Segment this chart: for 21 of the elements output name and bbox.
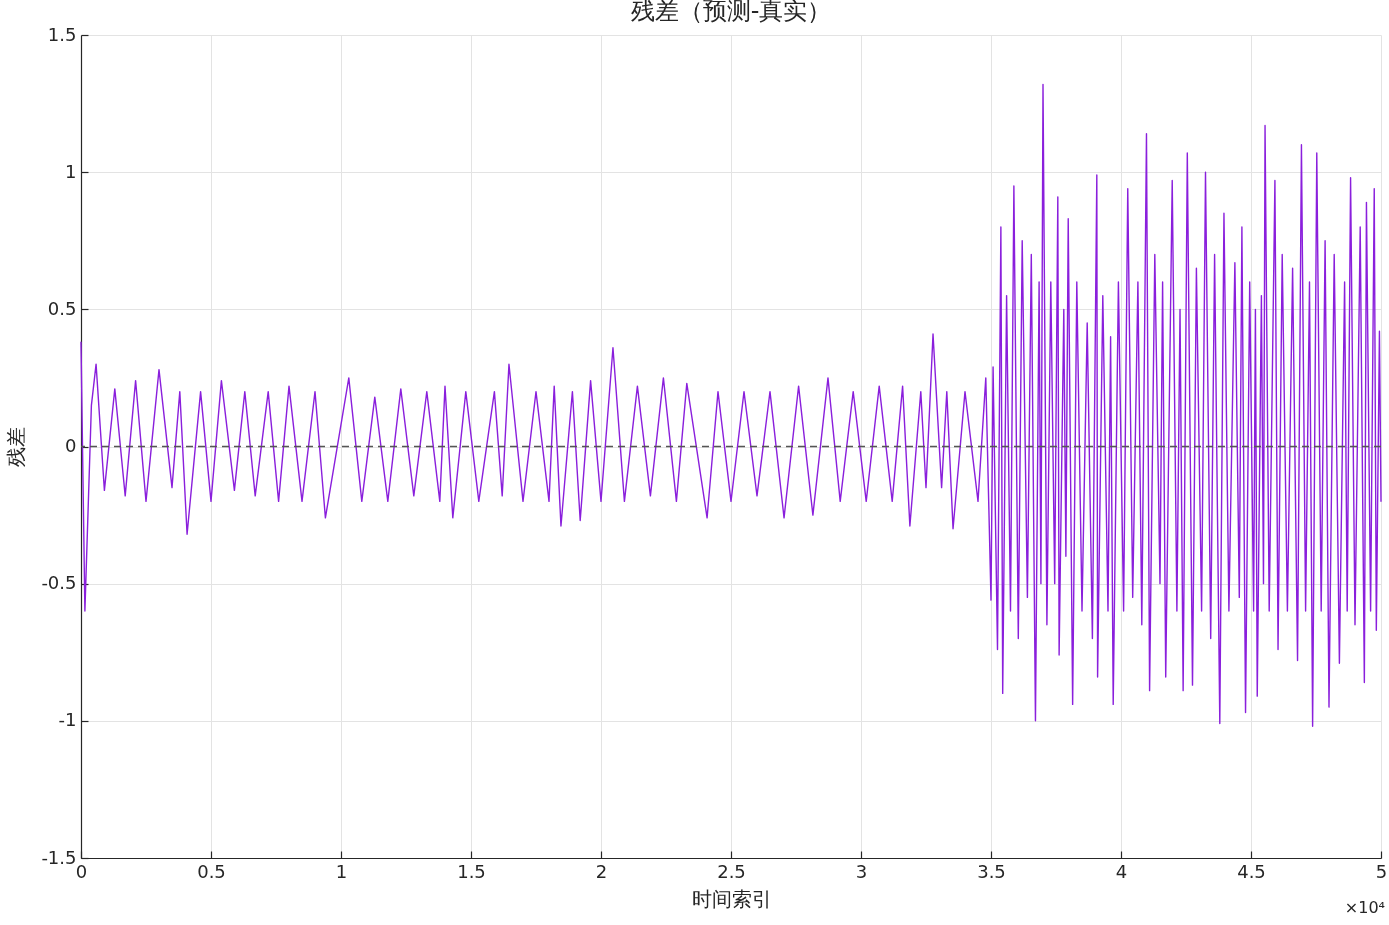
text: ×10⁴ [1344,898,1385,917]
x-tick-label: 4 [1115,860,1128,882]
x-axis-title: 时间索引 [691,886,772,911]
x-tick-label: 2 [595,860,608,882]
y-axis-title: 残差 [4,427,29,467]
x-tick-label: 1 [335,860,348,882]
line-series [80,83,1382,728]
y-tick-label: -0.5 [41,572,77,594]
x-tick-label: 1.5 [457,860,486,882]
x-tick-label: 3 [855,860,868,882]
y-tick-label: -1 [58,709,77,731]
x-tick-label: 2.5 [717,860,746,882]
x-tick-label: 0.5 [197,860,226,882]
y-tick-label: 0.5 [47,297,77,319]
y-tick-label: 1 [65,160,77,182]
x-tick-label: 5 [1375,860,1388,882]
y-tick-label: -1.5 [41,846,77,868]
x-tick-label: 4.5 [1237,860,1266,882]
x-tick-label: 3.5 [977,860,1006,882]
y-tick-label: 0 [65,435,77,456]
y-tick-label: 1.5 [47,23,77,45]
